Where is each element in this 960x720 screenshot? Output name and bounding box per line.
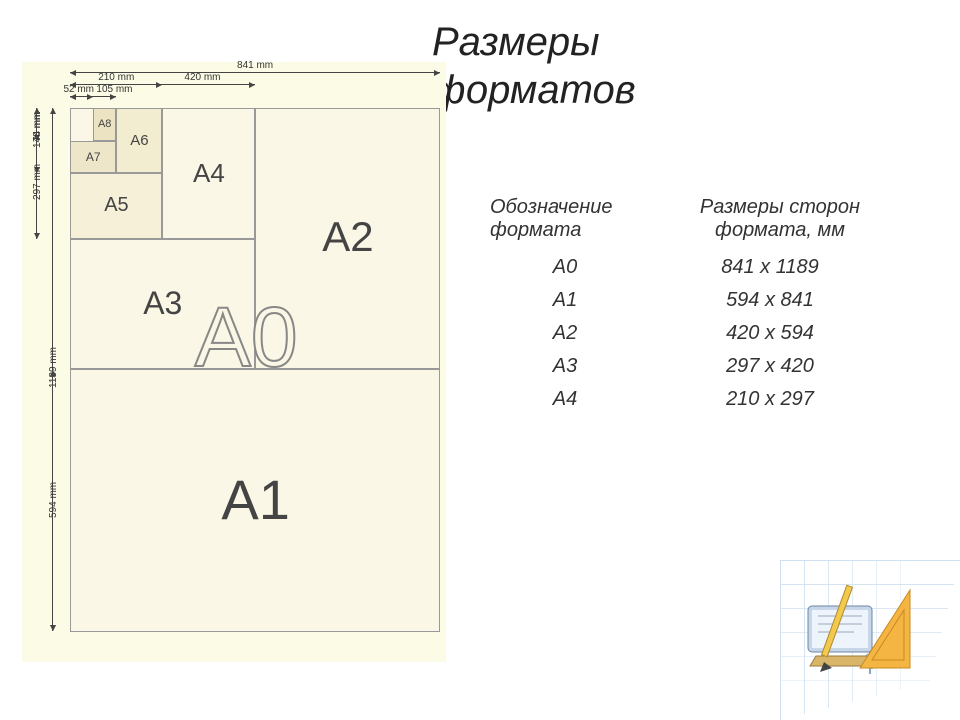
paper-label-a0: A0 — [195, 289, 298, 386]
table-cell-name: A3 — [480, 355, 650, 378]
drafting-tools-icon — [800, 570, 920, 685]
dim-text-left: 594 mm — [48, 482, 59, 518]
table-header: Обозначение формата Размеры сторон форма… — [480, 196, 900, 242]
table-cell-name: A1 — [480, 289, 650, 312]
dim-text-left: 1189 mm — [48, 347, 59, 388]
table-row: A2420 х 594 — [480, 322, 900, 345]
dim-text-top: 52 mm — [63, 84, 94, 95]
table-row: A4210 х 297 — [480, 388, 900, 411]
paper-label-a8: A8 — [98, 118, 111, 130]
table-row: A3297 х 420 — [480, 355, 900, 378]
dim-text-top: 420 mm — [184, 72, 220, 83]
table-row: A1594 х 841 — [480, 289, 900, 312]
dim-text-top: 105 mm — [96, 84, 132, 95]
table-header-col2: Размеры сторон формата, мм — [660, 196, 900, 242]
page-title-line1: Размеры — [432, 20, 600, 65]
dim-text-top: 841 mm — [237, 60, 273, 71]
table-row: A0841 х 1189 — [480, 256, 900, 279]
paper-label-a5: A5 — [104, 194, 128, 217]
dim-line-top — [70, 84, 255, 85]
table-cell-dims: 210 х 297 — [650, 388, 890, 411]
dim-text-top: 210 mm — [98, 72, 134, 83]
paper-label-a6: A6 — [130, 132, 148, 149]
paper-label-a4: A4 — [193, 158, 225, 189]
table-cell-name: A4 — [480, 388, 650, 411]
table-cell-dims: 841 х 1189 — [650, 256, 890, 279]
paper-label-a2: A2 — [322, 213, 373, 261]
page-title-line2: форматов — [432, 68, 636, 113]
format-sizes-table: Обозначение формата Размеры сторон форма… — [480, 196, 900, 421]
paper-label-a1: A1 — [221, 467, 290, 532]
dim-text-left: 297 mm — [32, 164, 43, 200]
dim-text-left: 148 mm — [32, 111, 43, 147]
table-header-col1: Обозначение формата — [480, 196, 660, 242]
table-cell-name: A2 — [480, 322, 650, 345]
paper-label-a7: A7 — [86, 150, 101, 164]
dim-line-top — [70, 96, 116, 97]
paper-label-a3: A3 — [143, 285, 182, 322]
dim-line-top — [70, 72, 440, 73]
table-cell-dims: 594 х 841 — [650, 289, 890, 312]
table-cell-dims: 420 х 594 — [650, 322, 890, 345]
table-cell-dims: 297 х 420 — [650, 355, 890, 378]
table-cell-name: A0 — [480, 256, 650, 279]
